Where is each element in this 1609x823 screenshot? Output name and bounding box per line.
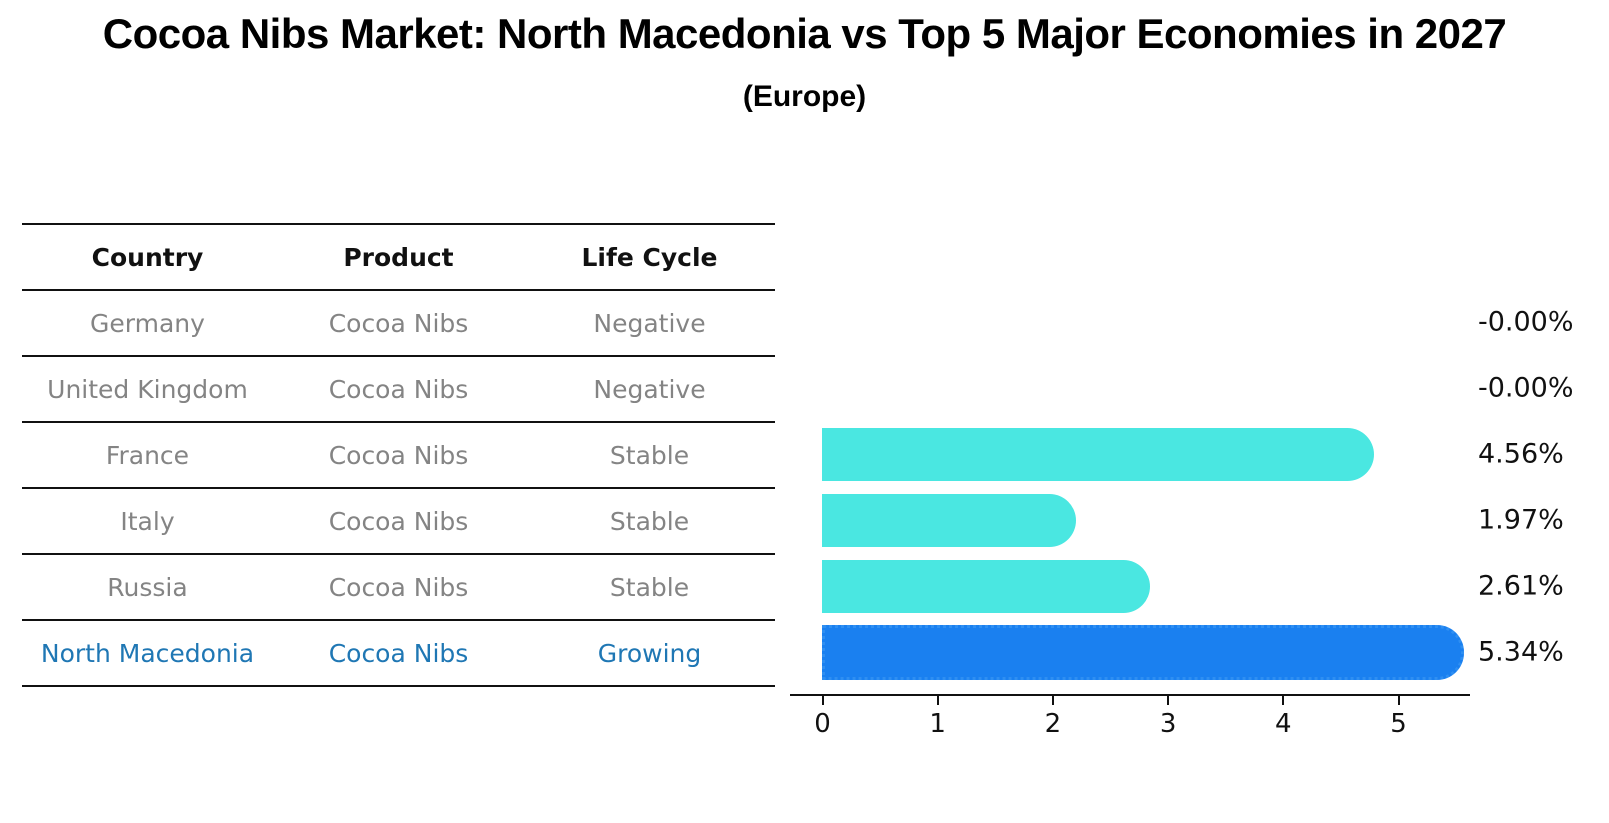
- table-row: Germany Cocoa Nibs Negative: [22, 290, 775, 357]
- table-cell-country: Russia: [22, 554, 273, 621]
- x-tick-mark-1: [936, 696, 939, 705]
- x-tick-mark-5: [1397, 696, 1400, 705]
- comparison-table: Country Product Life Cycle Germany Cocoa …: [22, 223, 775, 687]
- value-label-north-macedonia: 5.34%: [1478, 636, 1564, 668]
- x-tick-mark-0: [821, 696, 824, 705]
- bar-france: [822, 427, 1375, 481]
- table-cell-life-cycle: Stable: [524, 422, 775, 489]
- table-row: France Cocoa Nibs Stable: [22, 422, 775, 489]
- table-cell-country: France: [22, 422, 273, 489]
- x-tick-label-5: 5: [1390, 709, 1407, 739]
- value-label-russia: 2.61%: [1478, 570, 1564, 602]
- x-tick-label-2: 2: [1044, 709, 1062, 739]
- x-tick-mark-3: [1167, 696, 1170, 705]
- table-row: Russia Cocoa Nibs Stable: [22, 554, 775, 621]
- table-row: United Kingdom Cocoa Nibs Negative: [22, 356, 775, 423]
- x-tick-label-0: 0: [814, 709, 831, 739]
- bar-italy: [822, 493, 1076, 547]
- bar-north-macedonia: [822, 624, 1465, 680]
- table-cell-product: Cocoa Nibs: [273, 422, 524, 489]
- x-tick-mark-2: [1051, 696, 1054, 705]
- table-cell-life-cycle: Stable: [524, 554, 775, 621]
- table-cell-product: Cocoa Nibs: [273, 620, 524, 687]
- table-cell-life-cycle: Negative: [524, 356, 775, 423]
- column-header-product: Product: [273, 224, 524, 291]
- table-cell-country: North Macedonia: [22, 620, 273, 687]
- chart-subtitle: (Europe): [742, 80, 867, 113]
- table-cell-product: Cocoa Nibs: [273, 356, 524, 423]
- table-cell-product: Cocoa Nibs: [273, 488, 524, 555]
- bar-russia: [822, 559, 1150, 613]
- x-tick-label-4: 4: [1275, 709, 1292, 739]
- table-row: North Macedonia Cocoa Nibs Growing: [22, 620, 775, 687]
- table-cell-product: Cocoa Nibs: [273, 290, 524, 357]
- chart-title: Cocoa Nibs Market: North Macedonia vs To…: [102, 10, 1507, 57]
- table-header-row: Country Product Life Cycle: [22, 224, 775, 291]
- x-tick-label-1: 1: [929, 709, 946, 739]
- table-cell-life-cycle: Stable: [524, 488, 775, 555]
- column-header-country: Country: [22, 224, 273, 291]
- table-cell-product: Cocoa Nibs: [273, 554, 524, 621]
- x-tick-label-3: 3: [1159, 709, 1177, 739]
- table-cell-country: United Kingdom: [22, 356, 273, 423]
- value-label-france: 4.56%: [1478, 438, 1564, 470]
- table-cell-country: Germany: [22, 290, 273, 357]
- table-cell-life-cycle: Negative: [524, 290, 775, 357]
- table-body: Germany Cocoa Nibs Negative United Kingdom C…: [22, 290, 775, 687]
- column-header-life-cycle: Life Cycle: [524, 224, 775, 291]
- x-tick-mark-4: [1282, 696, 1285, 705]
- table-cell-country: Italy: [22, 488, 273, 555]
- table-row: Italy Cocoa Nibs Stable: [22, 488, 775, 555]
- value-label-italy: 1.97%: [1478, 504, 1564, 536]
- table-cell-life-cycle: Growing: [524, 620, 775, 687]
- x-axis-line: [790, 694, 1470, 696]
- value-label-germany: -0.00%: [1478, 306, 1574, 338]
- value-label-united-kingdom: -0.00%: [1478, 372, 1574, 404]
